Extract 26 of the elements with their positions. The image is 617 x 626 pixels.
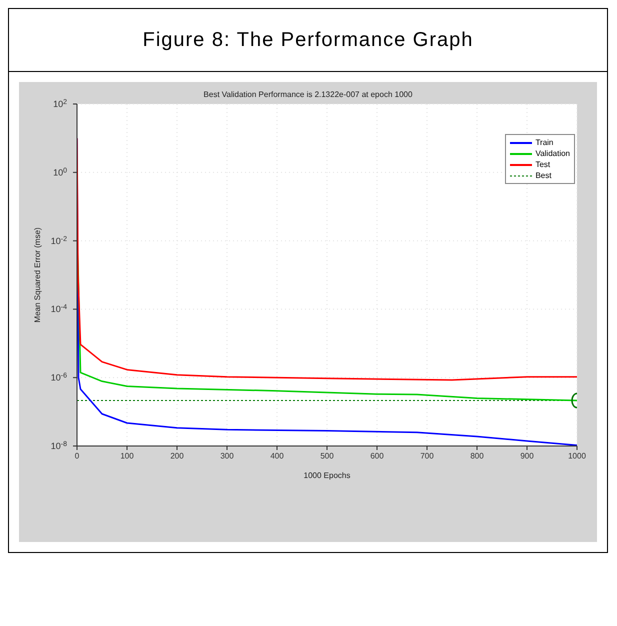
x-tick-label: 600: [370, 452, 384, 461]
legend-label: Test: [535, 160, 550, 169]
x-tick-label: 800: [470, 452, 484, 461]
legend-label: Validation: [535, 149, 570, 158]
x-tick-label: 100: [120, 452, 134, 461]
line-series: [77, 137, 577, 381]
legend-label: Best: [535, 171, 552, 180]
y-tick-label: 10$^{2}$: [53, 98, 68, 109]
y-tick-label: 10$^{-6}$: [50, 372, 68, 383]
x-axis-title: 1000 Epochs: [304, 471, 350, 480]
y-tick-label: 10$^{-4}$: [50, 304, 68, 314]
x-tick-label: 200: [170, 452, 184, 461]
x-tick-label: 700: [420, 452, 434, 461]
x-tick-label: 400: [270, 452, 284, 461]
chart-title: Figure 8: The Performance Graph: [9, 9, 607, 72]
x-tick-label: 300: [220, 452, 234, 461]
x-tick-label: 900: [520, 452, 534, 461]
legend-label: Train: [535, 138, 554, 147]
y-axis-title: Mean Squared Error (mse): [32, 227, 42, 323]
x-tick-label: 0: [74, 452, 80, 461]
y-tick-label: 10$^{0}$: [53, 166, 68, 178]
y-tick-label: 10$^{-2}$: [50, 235, 68, 246]
chart-subtitle: Best Validation Performance is 2.1322e-007 at epoch 1000: [202, 90, 414, 99]
x-tick-label: 1000: [568, 452, 586, 461]
y-tick-label: 10$^{-8}$: [50, 440, 68, 451]
x-tick-label: 500: [320, 452, 334, 461]
